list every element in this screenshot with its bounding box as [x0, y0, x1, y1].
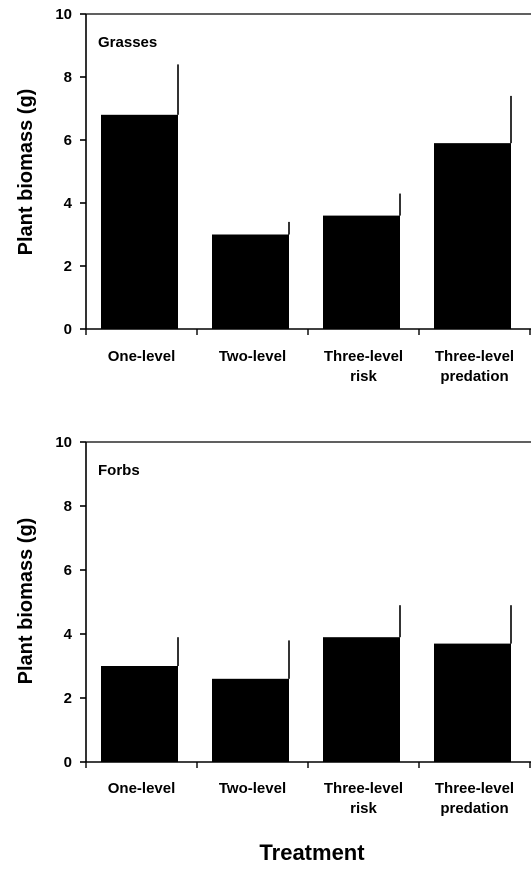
- category-label: Three-level: [435, 780, 514, 797]
- y-tick-label: 0: [64, 321, 72, 338]
- y-tick-label: 2: [64, 258, 72, 275]
- x-axis-label: Treatment: [259, 840, 365, 865]
- category-label: Three-level: [324, 348, 403, 365]
- y-tick-label: 2: [64, 690, 72, 707]
- category-label: One-level: [108, 780, 176, 797]
- category-label: risk: [350, 368, 377, 385]
- bar: [101, 114, 178, 329]
- y-tick-label: 0: [64, 754, 72, 771]
- panel-label: Forbs: [98, 462, 140, 479]
- y-tick-label: 4: [64, 195, 73, 212]
- y-tick-label: 6: [64, 132, 72, 149]
- y-tick-label: 8: [64, 69, 72, 86]
- bar: [434, 143, 511, 329]
- category-label: risk: [350, 800, 377, 817]
- bar: [323, 637, 400, 762]
- y-axis-label: Plant biomass (g): [15, 89, 37, 256]
- y-axis-label: Plant biomass (g): [15, 518, 37, 685]
- y-tick-label: 10: [55, 434, 72, 451]
- category-label: predation: [440, 368, 508, 385]
- category-label: Two-level: [219, 348, 286, 365]
- y-tick-label: 8: [64, 498, 72, 515]
- y-tick-label: 10: [55, 6, 72, 23]
- category-label: predation: [440, 800, 508, 817]
- category-label: Three-level: [435, 348, 514, 365]
- category-label: Two-level: [219, 780, 286, 797]
- bar: [212, 234, 289, 329]
- category-label: Three-level: [324, 780, 403, 797]
- panel-label: Grasses: [98, 34, 157, 51]
- bar: [323, 215, 400, 329]
- category-label: One-level: [108, 348, 176, 365]
- bar: [212, 678, 289, 762]
- bar: [434, 643, 511, 762]
- y-tick-label: 6: [64, 562, 72, 579]
- bar: [101, 666, 178, 762]
- y-tick-label: 4: [64, 626, 73, 643]
